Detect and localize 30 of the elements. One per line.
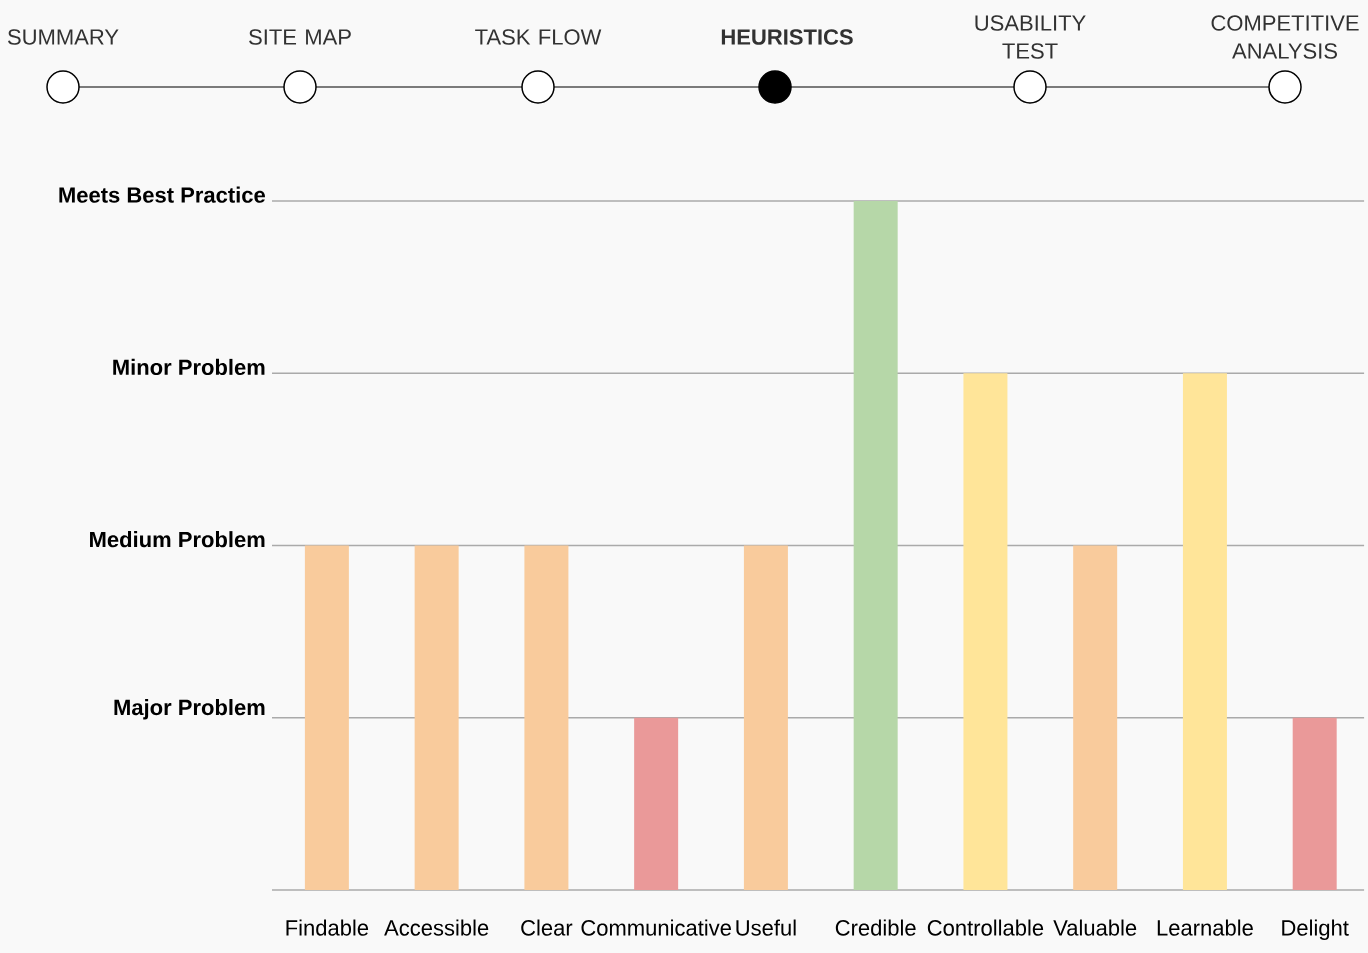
bar [743,545,788,890]
bar [524,545,569,890]
ref-line-label: Meets Best Practice [59,186,265,203]
bar [963,373,1008,890]
x-tick-label: Accessible [384,919,489,936]
bar [304,545,349,890]
bar [1292,717,1337,890]
text: SUMMARY [7,29,119,45]
bar [1073,545,1118,890]
x-tick-label: Controllable [927,919,1044,936]
x-tick-label: Credible [835,919,916,936]
x-tick-label: Useful [736,919,796,936]
ref-line-label: Minor Problem [113,358,265,376]
x-tick-label: Learnable [1157,919,1253,936]
text: USABILITY TEST [975,15,1086,59]
x-tick-label: Delight [1282,919,1349,941]
bar [414,545,459,890]
text: HEURISTICS [721,29,853,45]
text: SITE MAP [249,29,351,45]
ref-line-label: Major Problem [114,699,265,720]
ref-line-label: Medium Problem [90,531,265,548]
x-tick-label: Communicative [581,919,731,936]
bar [1182,373,1227,890]
bar [634,717,679,890]
x-tick-label: Findable [286,919,369,936]
text: TASK FLOW [475,29,602,45]
x-tick-label: Valuable [1053,919,1137,936]
x-tick-label: Clear [521,919,573,936]
text: COMPETITIVE ANALYSIS [1211,15,1359,59]
bar [853,200,898,890]
